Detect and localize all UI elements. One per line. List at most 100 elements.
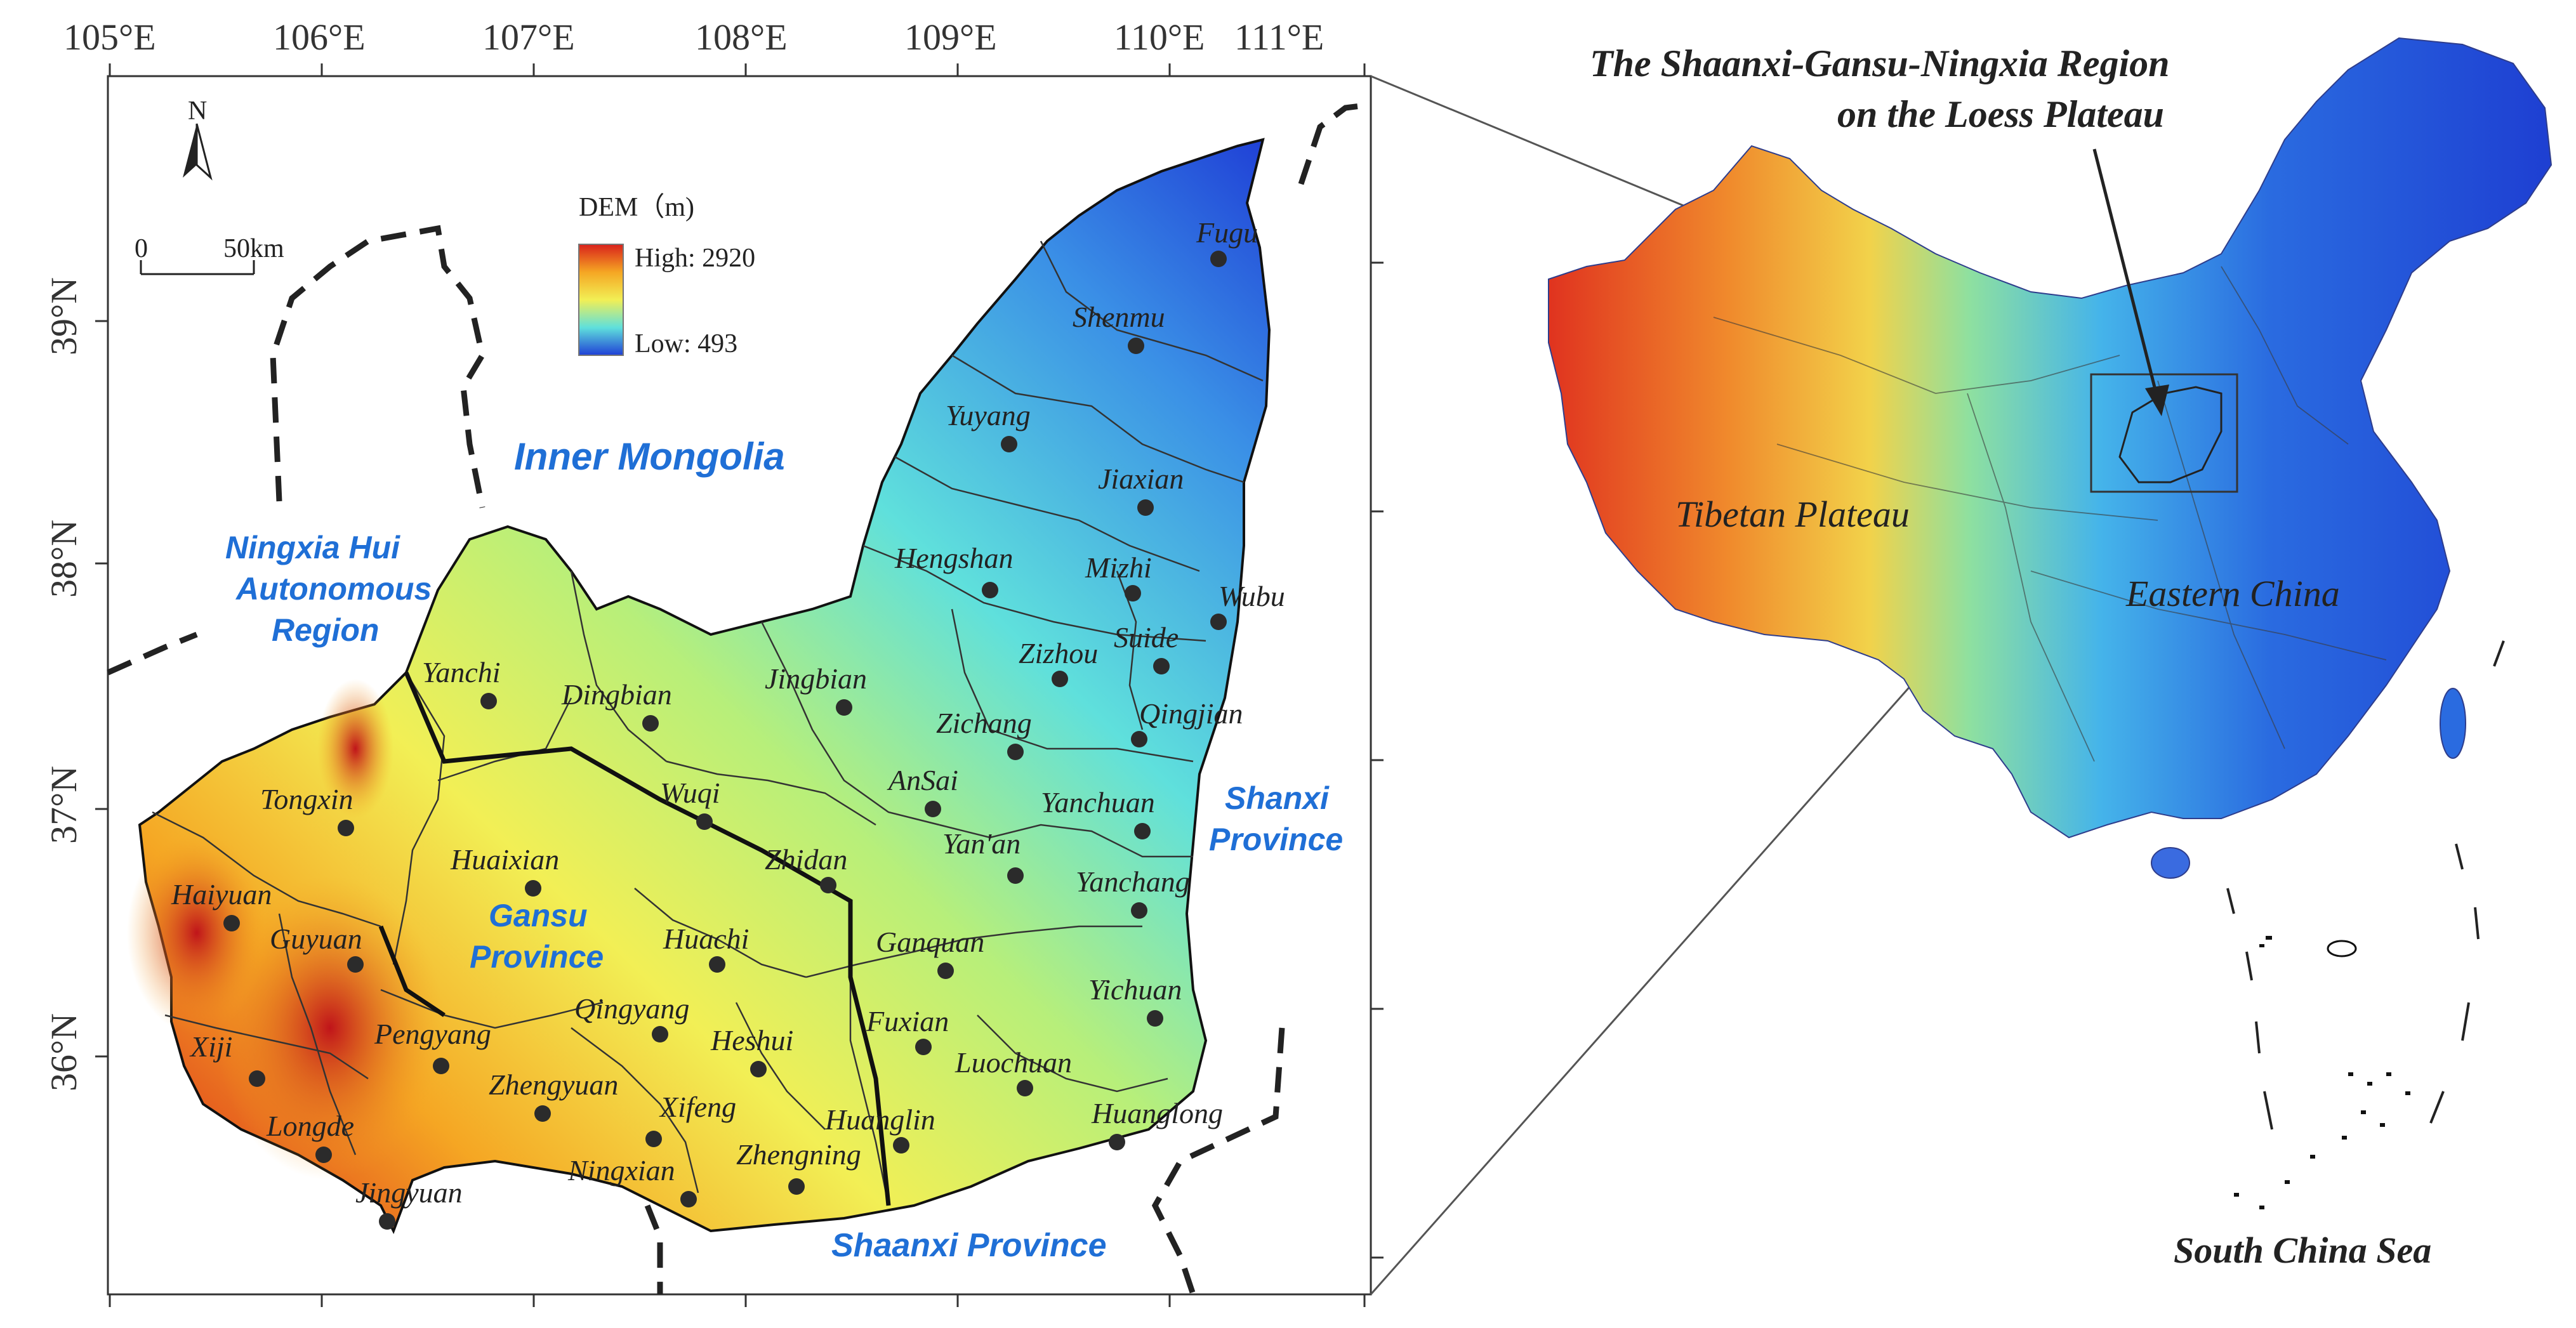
label-shanxi-1: Shanxi [1225, 780, 1330, 816]
place-hengshan: Hengshan [894, 542, 1014, 598]
north-arrow-label: N [188, 96, 207, 126]
place-pengyang: Pengyang [374, 1018, 491, 1074]
place-fuxian: Fuxian [866, 1005, 949, 1055]
label-shanxi-2: Province [1209, 822, 1343, 857]
place-label: Qingjian [1139, 697, 1243, 730]
place-label: Zhengyuan [489, 1068, 618, 1101]
county-seat-markers: Fugu Shenmu Yuyang Jiaxian Hengshan Mizhi Wubu… [171, 216, 1285, 1230]
place-guyuan: Guyuan [270, 923, 364, 973]
label-eastern-china: Eastern China [2125, 573, 2340, 614]
place-huanglong: Huanglong [1091, 1097, 1223, 1150]
study-area-outline-inset [2118, 386, 2223, 483]
place-marker [1147, 1010, 1163, 1027]
label-inner-mongolia: Inner Mongolia [514, 435, 785, 478]
scale-bar-start: 0 [135, 234, 148, 263]
place-yuyang: Yuyang [946, 399, 1031, 452]
place-marker [1210, 614, 1227, 630]
place-yanan: Yan'an [942, 827, 1024, 884]
place-fugu: Fugu [1196, 216, 1258, 267]
place-label: Haiyuan [171, 878, 272, 911]
study-area-locator-box [2090, 373, 2238, 493]
locator-arrow-line [2092, 148, 2160, 400]
place-huachi: Huachi [663, 923, 749, 973]
lat-label-38: 38°N [43, 520, 84, 598]
label-ningxia-3: Region [272, 612, 379, 648]
place-ansai: AnSai [887, 764, 958, 817]
place-label: Luochuan [954, 1046, 1072, 1079]
lon-label-107: 107°E [482, 16, 575, 58]
place-label: Zizhou [1019, 637, 1098, 669]
place-wubu: Wubu [1210, 580, 1285, 630]
place-haiyuan: Haiyuan [171, 878, 272, 931]
place-label: Jiaxian [1098, 463, 1184, 495]
place-marker [1125, 585, 1141, 602]
place-heshui: Heshui [710, 1024, 793, 1077]
lat-label-39: 39°N [43, 277, 84, 355]
label-ningxia-2: Autonomous [235, 571, 432, 607]
place-ningxian: Ningxian [567, 1154, 697, 1207]
right-tick-marks [1371, 261, 1384, 1259]
scale-bar-end: 50km [223, 234, 284, 263]
bottom-tick-marks [109, 1294, 1366, 1307]
lat-label-36: 36°N [43, 1013, 84, 1091]
place-label: Ganquan [876, 926, 984, 958]
label-gansu-2: Province [470, 939, 604, 975]
lon-label-105: 105°E [63, 16, 156, 58]
place-zhengning: Zhengning [736, 1138, 861, 1195]
place-label: Zichang [936, 707, 1032, 739]
place-label: Qingyang [574, 992, 689, 1025]
place-marker [652, 1026, 668, 1042]
lon-label-108: 108°E [695, 16, 788, 58]
place-label: Yichuan [1088, 973, 1182, 1006]
place-label: Yanchang [1076, 865, 1190, 898]
place-marker [680, 1191, 697, 1207]
taiwan-island [2440, 688, 2466, 759]
high-elevation-zone-haiyuan [127, 831, 267, 1034]
place-label: Zhengning [736, 1138, 861, 1171]
place-yanchi: Yanchi [422, 656, 501, 709]
hainan-island [2151, 847, 2190, 879]
inset-title-line2: on the Loess Plateau [1837, 93, 2164, 135]
study-area-map: 105°E 106°E 107°E 108°E 109°E 110°E 111°… [43, 16, 1384, 1307]
place-marker [1052, 671, 1068, 687]
place-zhidan: Zhidan [765, 843, 847, 893]
place-label: Huachi [663, 923, 749, 955]
place-label: Fuxian [866, 1005, 949, 1037]
place-jingyuan: Jingyuan [355, 1176, 463, 1230]
place-label: Xifeng [659, 1091, 736, 1123]
place-label: Huaixian [450, 843, 559, 876]
lat-label-37: 37°N [43, 766, 84, 844]
place-dingbian: Dingbian [561, 678, 672, 732]
place-marker [836, 699, 852, 716]
place-label: Fugu [1196, 216, 1258, 249]
place-label: Ningxian [567, 1154, 675, 1187]
place-label: Yanchuan [1041, 786, 1155, 818]
china-location-map: The Shaanxi-Gansu-Ningxia Region on the … [1548, 37, 2553, 1271]
place-marker [893, 1137, 909, 1154]
place-marker [223, 915, 240, 931]
legend-low-label: Low: 493 [635, 329, 737, 358]
place-marker [925, 801, 941, 817]
place-marker [820, 877, 836, 893]
place-ganquan: Ganquan [876, 926, 984, 979]
place-marker [696, 813, 713, 830]
place-jingbian: Jingbian [765, 662, 867, 716]
place-marker [315, 1147, 332, 1163]
place-huanglin: Huanglin [824, 1103, 935, 1154]
place-qingjian: Qingjian [1131, 697, 1243, 747]
lon-label-110: 110°E [1114, 16, 1205, 58]
place-shenmu: Shenmu [1073, 301, 1165, 354]
place-marker [1131, 731, 1147, 747]
internal-province-borders [378, 671, 891, 1206]
place-label: Yuyang [946, 399, 1031, 431]
north-arrow: N [183, 96, 213, 181]
place-label: Hengshan [894, 542, 1014, 574]
place-marker [750, 1061, 767, 1077]
lon-label-106: 106°E [273, 16, 366, 58]
place-marker [1007, 867, 1024, 884]
place-label: Dingbian [561, 678, 672, 711]
place-marker [1153, 658, 1170, 674]
place-marker [534, 1105, 551, 1122]
china-dem-surface [1548, 37, 2553, 839]
place-label: Jingyuan [355, 1176, 463, 1209]
